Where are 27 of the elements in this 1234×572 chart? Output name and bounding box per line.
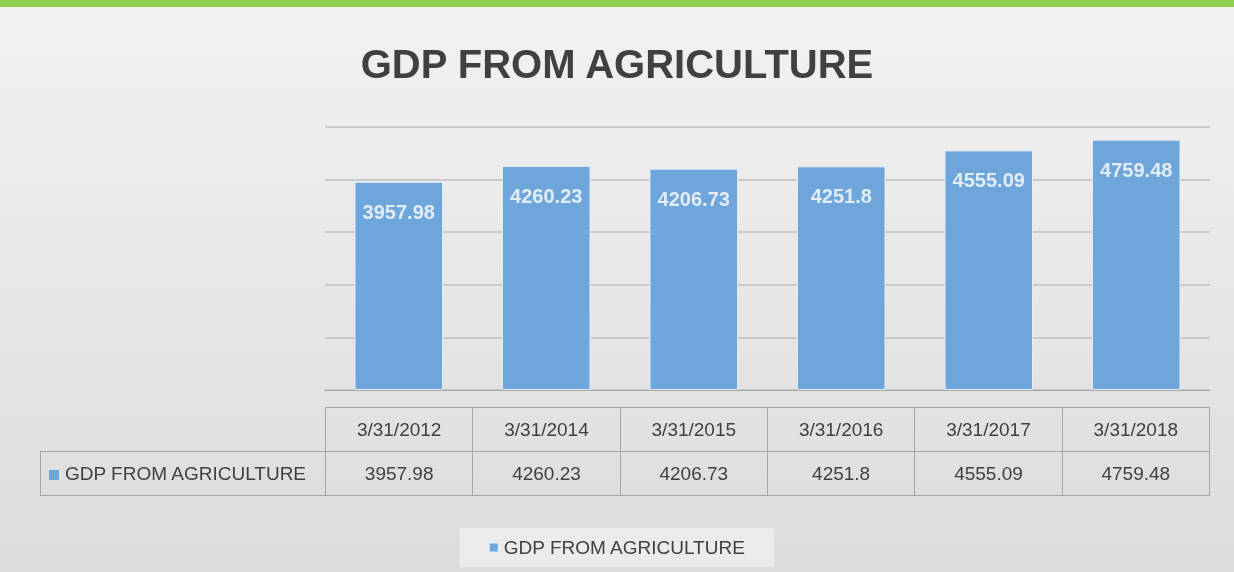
data-label: 4555.09 xyxy=(914,451,1063,496)
chart-title: GDP FROM AGRICULTURE xyxy=(65,462,307,484)
x-tick-label: 3/31/2018 xyxy=(1062,407,1210,452)
annotation: 4260.23 xyxy=(510,184,583,207)
chart-title: GDP FROM AGRICULTURE xyxy=(360,42,874,86)
data-label: 4251.8 xyxy=(767,451,915,496)
bar xyxy=(944,150,1033,390)
data-label: 3957.98 xyxy=(325,451,473,496)
data-label: 4260.23 xyxy=(472,451,621,496)
legend-label: GDP FROM AGRICULTURE xyxy=(503,537,745,558)
bar xyxy=(354,181,443,390)
x-tick-label: 3/31/2016 xyxy=(767,407,915,452)
x-tick-label: 3/31/2017 xyxy=(914,407,1063,452)
bar xyxy=(797,166,886,390)
x-tick-label: 3/31/2014 xyxy=(472,407,621,452)
bar xyxy=(1092,139,1181,390)
annotation: 4555.09 xyxy=(952,169,1025,192)
x-tick-label: 3/31/2012 xyxy=(325,407,473,452)
annotation: 3957.98 xyxy=(362,200,435,223)
bar xyxy=(502,165,591,390)
data-label: 4759.48 xyxy=(1062,451,1210,496)
bar xyxy=(649,168,738,390)
annotation: 4206.73 xyxy=(657,187,730,210)
annotation: 4251.8 xyxy=(810,185,872,208)
annotation: 4759.48 xyxy=(1100,158,1173,181)
x-tick-label: 3/31/2015 xyxy=(620,407,768,452)
data-label: 4206.73 xyxy=(620,451,768,496)
